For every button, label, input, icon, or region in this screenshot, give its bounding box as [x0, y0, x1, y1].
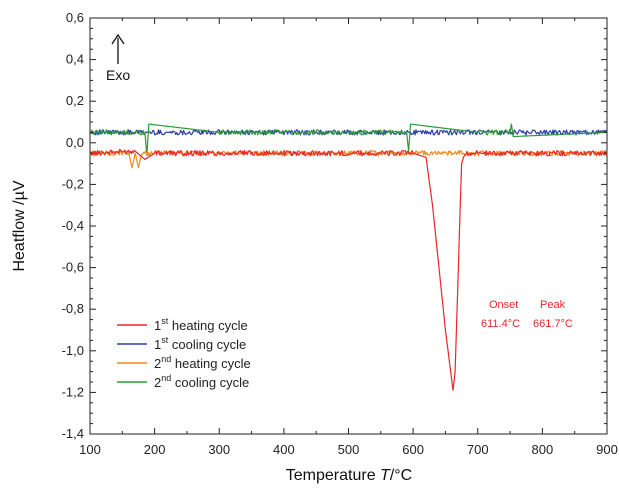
x-tick-label: 700 — [467, 442, 489, 457]
legend-sup: nd — [161, 354, 171, 364]
x-tick-label: 500 — [338, 442, 360, 457]
y-tick-label: -1,2 — [62, 384, 84, 399]
legend-rest: cooling cycle — [168, 337, 246, 352]
x-tick-label: 200 — [144, 442, 166, 457]
x-tick-label: 100 — [79, 442, 101, 457]
x-axis-title: Temperature T/°C — [286, 467, 412, 484]
x-tick-label: 400 — [273, 442, 295, 457]
x-axis-title-post: /°C — [390, 467, 412, 484]
y-tick-label: 0,6 — [66, 10, 84, 25]
y-tick-label: 0,2 — [66, 93, 84, 108]
peak-annotation: Onset Peak 611.4°C 661.7°C — [481, 299, 573, 330]
legend-num: 1 — [154, 337, 161, 352]
ticks-layer: 100 200 300 400 500 600 700 800 900 0,6 0,4 0,2 0,0 -… — [62, 10, 618, 457]
x-tick-label: 600 — [402, 442, 424, 457]
legend-rest: heating cycle — [168, 318, 248, 333]
peak-value: 661.7°C — [533, 318, 573, 330]
x-axis-title-pre: Temperature — [286, 467, 380, 484]
y-tick-label: -1,4 — [62, 426, 84, 441]
legend-item: 1st cooling cycle — [117, 335, 246, 352]
legend-label: 2nd cooling cycle — [154, 373, 249, 390]
arrow-up-icon — [111, 33, 125, 45]
series-line-4 — [89, 123, 607, 156]
legend-sup: st — [161, 335, 169, 345]
onset-label: Onset — [489, 299, 518, 311]
legend-num: 1 — [154, 318, 161, 333]
x-tick-label: 900 — [596, 442, 618, 457]
exo-marker: Exo — [106, 33, 130, 83]
y-tick-label: -1,0 — [62, 343, 84, 358]
x-tick-label: 800 — [532, 442, 554, 457]
legend-rest: cooling cycle — [171, 375, 249, 390]
onset-value: 611.4°C — [481, 318, 520, 330]
legend-label: 2nd heating cycle — [154, 354, 251, 371]
legend-rest: heating cycle — [171, 356, 251, 371]
x-axis-title-italic: T — [380, 467, 391, 484]
legend-sup: nd — [161, 373, 171, 383]
legend-item: 1st heating cycle — [117, 316, 248, 333]
legend-item: 2nd heating cycle — [117, 354, 251, 371]
y-axis-title: Heatflow /µV — [11, 180, 28, 271]
y-tick-label: -0,2 — [62, 176, 84, 191]
plot-frame — [89, 17, 608, 435]
legend-label: 1st heating cycle — [154, 316, 248, 333]
legend-sup: st — [161, 316, 169, 326]
y-tick-label: -0,4 — [62, 218, 84, 233]
y-tick-label: 0,0 — [66, 135, 84, 150]
series-layer — [89, 123, 608, 391]
y-tick-label: -0,6 — [62, 260, 84, 275]
legend-label: 1st cooling cycle — [154, 335, 246, 352]
legend-item: 2nd cooling cycle — [117, 373, 249, 390]
legend-num: 2 — [154, 356, 161, 371]
legend-num: 2 — [154, 375, 161, 390]
exo-label: Exo — [106, 67, 130, 83]
series-line-2 — [89, 129, 608, 136]
series-line-1 — [89, 148, 608, 391]
x-tick-label: 300 — [208, 442, 230, 457]
peak-label: Peak — [540, 299, 566, 311]
y-tick-label: 0,4 — [66, 52, 84, 67]
y-tick-label: -0,8 — [62, 301, 84, 316]
